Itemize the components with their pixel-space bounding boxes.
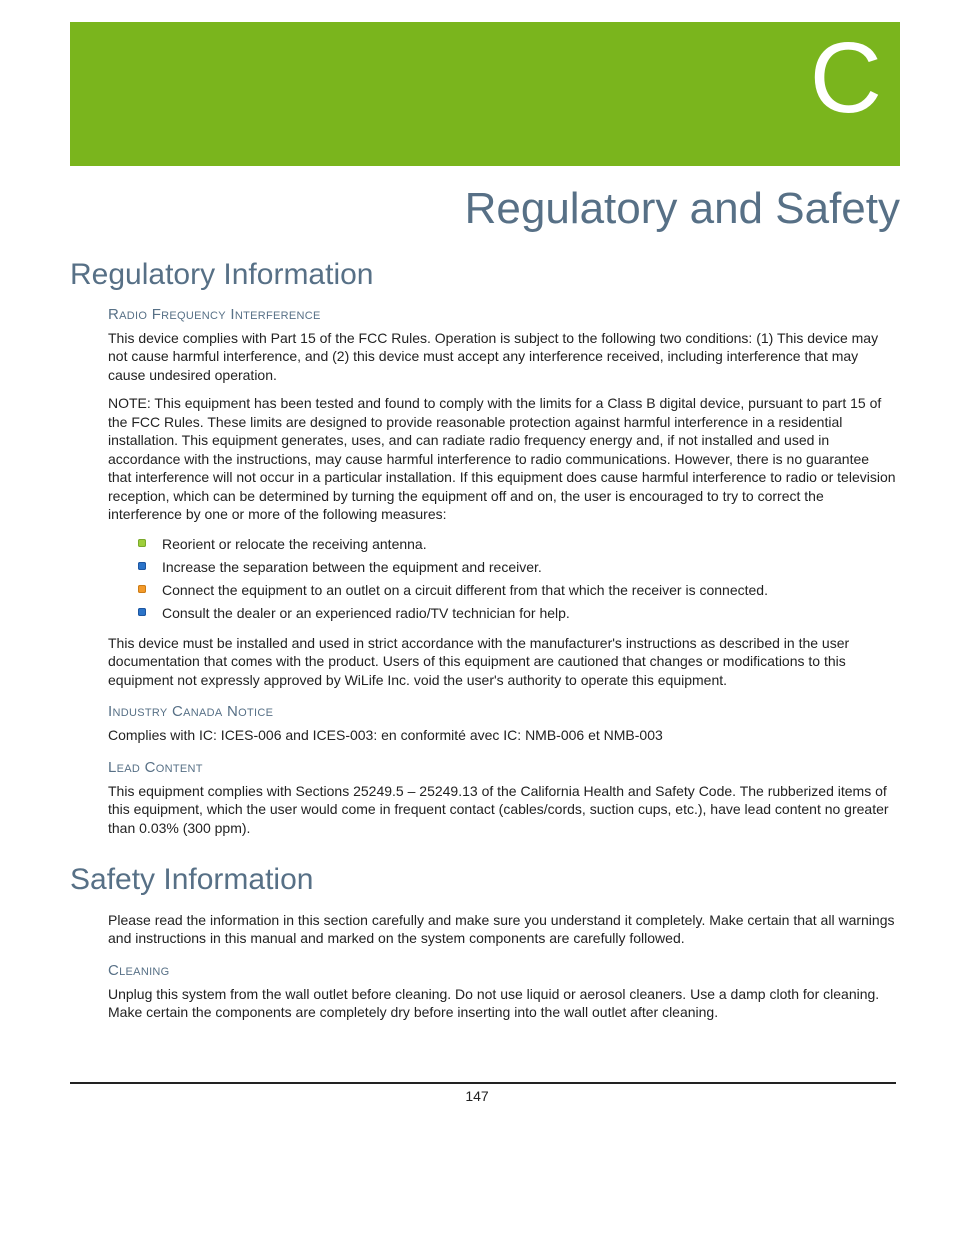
chapter-letter: C <box>810 28 882 128</box>
list-item: Consult the dealer or an experienced rad… <box>136 603 896 624</box>
list-item: Reorient or relocate the receiving anten… <box>136 534 896 555</box>
paragraph: This device must be installed and used i… <box>108 634 896 689</box>
paragraph: This device complies with Part 15 of the… <box>108 329 896 384</box>
paragraph: Complies with IC: ICES-006 and ICES-003:… <box>108 726 896 744</box>
page-number: 147 <box>0 1088 954 1104</box>
paragraph: NOTE: This equipment has been tested and… <box>108 394 896 523</box>
subheading-industry-canada: Industry Canada Notice <box>108 703 896 720</box>
subheading-rfi: Radio Frequency Interference <box>108 306 896 323</box>
section-body-safety: Please read the information in this sect… <box>108 911 896 1022</box>
subheading-lead-content: Lead Content <box>108 759 896 776</box>
paragraph: Please read the information in this sect… <box>108 911 896 948</box>
section-body-regulatory: Radio Frequency Interference This device… <box>108 306 896 837</box>
paragraph: Unplug this system from the wall outlet … <box>108 985 896 1022</box>
paragraph: This equipment complies with Sections 25… <box>108 782 896 837</box>
section-heading-regulatory: Regulatory Information <box>70 258 896 292</box>
subheading-cleaning: Cleaning <box>108 962 896 979</box>
page: C Regulatory and Safety Regulatory Infor… <box>0 22 954 1257</box>
footer-rule <box>70 1082 896 1084</box>
list-item: Increase the separation between the equi… <box>136 557 896 578</box>
page-title: Regulatory and Safety <box>70 184 900 234</box>
content: Regulatory Information Radio Frequency I… <box>70 258 896 1022</box>
bullet-list: Reorient or relocate the receiving anten… <box>136 534 896 624</box>
list-item: Connect the equipment to an outlet on a … <box>136 580 896 601</box>
section-heading-safety: Safety Information <box>70 863 896 897</box>
chapter-banner: C <box>70 22 900 166</box>
